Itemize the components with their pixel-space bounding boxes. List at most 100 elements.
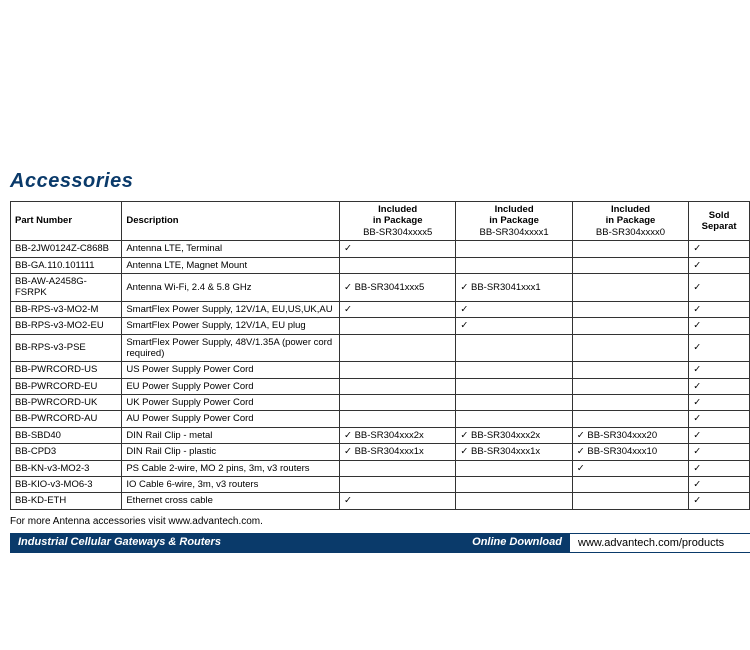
- table-row: BB-AW-A2458G-FSRPKAntenna Wi-Fi, 2.4 & 5…: [11, 273, 750, 301]
- cell-pkg0: [572, 301, 688, 317]
- cell-sold: ✓: [689, 493, 750, 509]
- cell-description: AU Power Supply Power Cord: [122, 411, 340, 427]
- cell-description: Antenna LTE, Terminal: [122, 241, 340, 257]
- table-row: BB-RPS-v3-MO2-MSmartFlex Power Supply, 1…: [11, 301, 750, 317]
- cell-pkg1: [456, 460, 572, 476]
- cell-sold: ✓: [689, 273, 750, 301]
- cell-pkg0: [572, 334, 688, 362]
- cell-pkg5: ✓: [339, 241, 455, 257]
- table-body: BB-2JW0124Z-C868BAntenna LTE, Terminal✓✓…: [11, 241, 750, 510]
- cell-pkg0: [572, 378, 688, 394]
- cell-sold: ✓: [689, 460, 750, 476]
- cell-pkg5: [339, 477, 455, 493]
- cell-description: Ethernet cross cable: [122, 493, 340, 509]
- cell-part-number: BB-KIO-v3-MO6-3: [11, 477, 122, 493]
- cell-pkg0: [572, 362, 688, 378]
- cell-pkg1: [456, 334, 572, 362]
- cell-sold: ✓: [689, 427, 750, 443]
- cell-description: PS Cable 2-wire, MO 2 pins, 3m, v3 route…: [122, 460, 340, 476]
- col-part-number: Part Number: [11, 202, 122, 241]
- table-row: BB-PWRCORD-UKUK Power Supply Power Cord ✓: [11, 395, 750, 411]
- cell-pkg5: [339, 334, 455, 362]
- cell-pkg5: ✓: [339, 301, 455, 317]
- antenna-note: For more Antenna accessories visit www.a…: [10, 516, 750, 527]
- cell-pkg5: [339, 395, 455, 411]
- cell-sold: ✓: [689, 362, 750, 378]
- cell-description: SmartFlex Power Supply, 12V/1A, EU,US,UK…: [122, 301, 340, 317]
- cell-description: DIN Rail Clip - plastic: [122, 444, 340, 460]
- footer-category: Industrial Cellular Gateways & Routers: [10, 533, 350, 553]
- table-row: BB-2JW0124Z-C868BAntenna LTE, Terminal✓✓: [11, 241, 750, 257]
- cell-part-number: BB-CPD3: [11, 444, 122, 460]
- cell-description: IO Cable 6-wire, 3m, v3 routers: [122, 477, 340, 493]
- cell-part-number: BB-AW-A2458G-FSRPK: [11, 273, 122, 301]
- cell-pkg5: [339, 460, 455, 476]
- col-description: Description: [122, 202, 340, 241]
- table-row: BB-PWRCORD-EUEU Power Supply Power Cord✓: [11, 378, 750, 394]
- cell-part-number: BB-SBD40: [11, 427, 122, 443]
- cell-description: UK Power Supply Power Cord: [122, 395, 340, 411]
- cell-pkg0: ✓ BB-SR304xxx10: [572, 444, 688, 460]
- table-row: BB-RPS-v3-MO2-EUSmartFlex Power Supply, …: [11, 318, 750, 334]
- cell-pkg5: [339, 318, 455, 334]
- cell-description: Antenna LTE, Magnet Mount: [122, 257, 340, 273]
- cell-pkg1: ✓ BB-SR3041xxx1: [456, 273, 572, 301]
- cell-sold: ✓: [689, 241, 750, 257]
- cell-pkg1: [456, 241, 572, 257]
- cell-pkg1: ✓: [456, 301, 572, 317]
- cell-description: SmartFlex Power Supply, 48V/1.35A (power…: [122, 334, 340, 362]
- cell-sold: ✓: [689, 378, 750, 394]
- cell-pkg0: [572, 241, 688, 257]
- cell-pkg1: [456, 378, 572, 394]
- cell-part-number: BB-KN-v3-MO2-3: [11, 460, 122, 476]
- cell-description: SmartFlex Power Supply, 12V/1A, EU plug: [122, 318, 340, 334]
- cell-part-number: BB-2JW0124Z-C868B: [11, 241, 122, 257]
- cell-pkg0: [572, 493, 688, 509]
- cell-pkg5: ✓ BB-SR304xxx1x: [339, 444, 455, 460]
- table-row: BB-RPS-v3-PSESmartFlex Power Supply, 48V…: [11, 334, 750, 362]
- cell-pkg1: [456, 362, 572, 378]
- cell-pkg5: [339, 378, 455, 394]
- cell-description: US Power Supply Power Cord: [122, 362, 340, 378]
- cell-part-number: BB-RPS-v3-PSE: [11, 334, 122, 362]
- col-included-1: Included in Package BB-SR304xxxx1: [456, 202, 572, 241]
- table-row: BB-GA.110.101111Antenna LTE, Magnet Moun…: [11, 257, 750, 273]
- cell-sold: ✓: [689, 411, 750, 427]
- cell-sold: ✓: [689, 395, 750, 411]
- accessories-table: Part Number Description Included in Pack…: [10, 201, 750, 510]
- cell-sold: ✓: [689, 477, 750, 493]
- section-title: Accessories: [10, 170, 750, 193]
- cell-description: DIN Rail Clip - metal: [122, 427, 340, 443]
- table-row: BB-KD-ETHEthernet cross cable✓✓: [11, 493, 750, 509]
- cell-part-number: BB-PWRCORD-US: [11, 362, 122, 378]
- cell-pkg1: ✓ BB-SR304xxx2x: [456, 427, 572, 443]
- cell-part-number: BB-RPS-v3-MO2-M: [11, 301, 122, 317]
- table-row: BB-KIO-v3-MO6-3IO Cable 6-wire, 3m, v3 r…: [11, 477, 750, 493]
- cell-pkg0: ✓ BB-SR304xxx20: [572, 427, 688, 443]
- footer-bar: Industrial Cellular Gateways & Routers O…: [10, 533, 750, 553]
- cell-pkg0: [572, 395, 688, 411]
- col-sold-separately: Sold Separat: [689, 202, 750, 241]
- footer-url: www.advantech.com/products: [570, 533, 750, 553]
- cell-pkg5: ✓ BB-SR3041xxx5: [339, 273, 455, 301]
- table-row: BB-KN-v3-MO2-3PS Cable 2-wire, MO 2 pins…: [11, 460, 750, 476]
- cell-sold: ✓: [689, 318, 750, 334]
- cell-pkg5: [339, 411, 455, 427]
- cell-part-number: BB-PWRCORD-EU: [11, 378, 122, 394]
- cell-pkg1: [456, 257, 572, 273]
- cell-pkg1: ✓ BB-SR304xxx1x: [456, 444, 572, 460]
- cell-pkg0: [572, 273, 688, 301]
- table-row: BB-PWRCORD-AUAU Power Supply Power Cord✓: [11, 411, 750, 427]
- cell-pkg5: [339, 362, 455, 378]
- cell-part-number: BB-PWRCORD-UK: [11, 395, 122, 411]
- cell-pkg1: [456, 477, 572, 493]
- cell-part-number: BB-RPS-v3-MO2-EU: [11, 318, 122, 334]
- col-included-0: Included in Package BB-SR304xxxx0: [572, 202, 688, 241]
- cell-pkg5: [339, 257, 455, 273]
- cell-part-number: BB-KD-ETH: [11, 493, 122, 509]
- table-row: BB-SBD40DIN Rail Clip - metal ✓ BB-SR304x…: [11, 427, 750, 443]
- cell-pkg0: [572, 257, 688, 273]
- cell-sold: ✓: [689, 334, 750, 362]
- cell-pkg0: [572, 411, 688, 427]
- accessories-section: Accessories Part Number Description Incl…: [10, 170, 750, 553]
